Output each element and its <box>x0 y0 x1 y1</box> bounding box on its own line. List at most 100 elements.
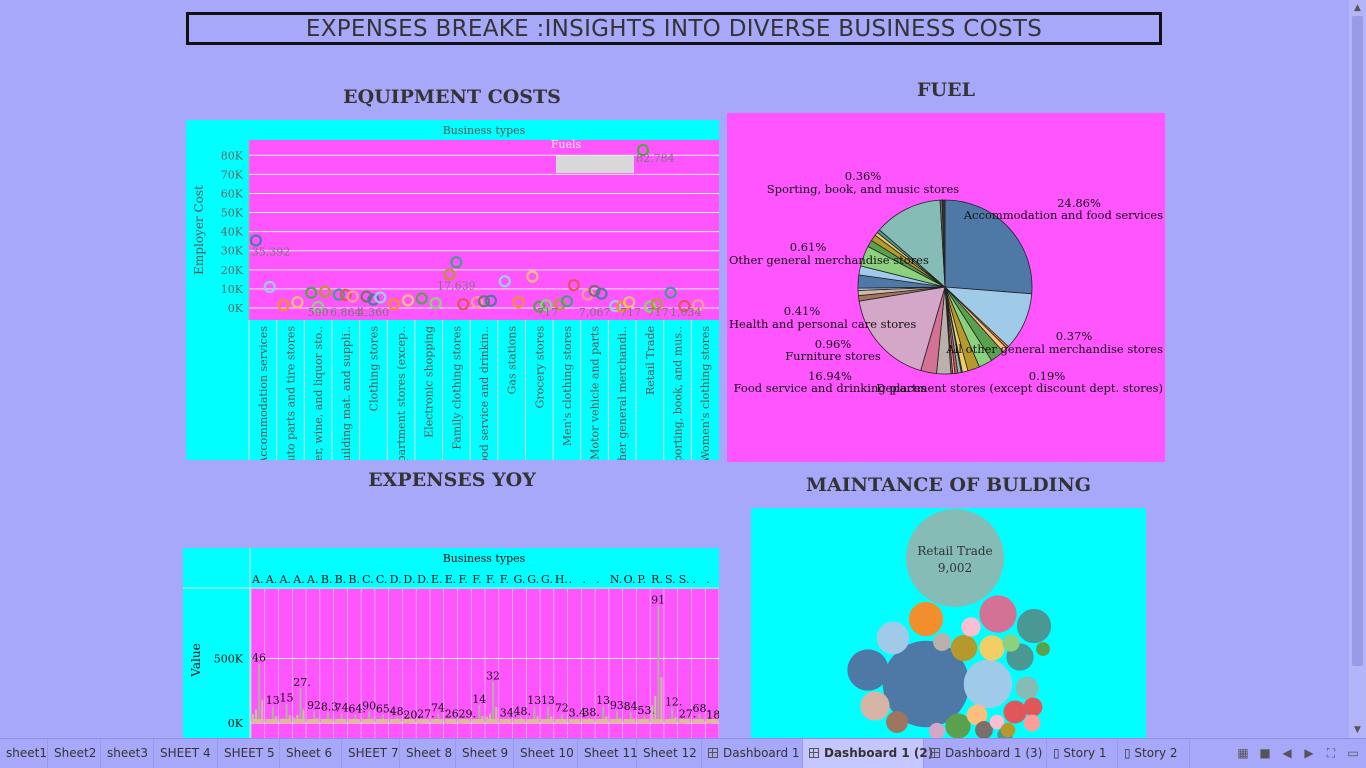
maintenance-bubble[interactable] <box>1016 608 1052 644</box>
equipment-data-point[interactable] <box>560 295 574 308</box>
maintenance-bubble[interactable] <box>886 711 908 733</box>
yoy-bar[interactable] <box>271 706 274 723</box>
maintenance-bubble[interactable] <box>950 634 978 662</box>
maintenance-bubble[interactable] <box>1015 676 1039 700</box>
equipment-data-point[interactable] <box>692 299 705 312</box>
yoy-bar[interactable] <box>657 605 660 723</box>
yoy-bar[interactable] <box>654 696 657 723</box>
yoy-bar[interactable] <box>698 714 701 723</box>
equipment-data-point[interactable] <box>553 298 567 311</box>
pie-slice[interactable] <box>878 199 946 288</box>
maintenance-bubble[interactable] <box>1036 642 1050 656</box>
sheet-tab[interactable]: Sheet2 <box>48 739 101 768</box>
yoy-bar[interactable] <box>495 706 498 723</box>
maintenance-bubble[interactable] <box>1003 700 1027 724</box>
maintenance-bubble[interactable] <box>966 704 988 726</box>
yoy-bar[interactable] <box>354 714 357 723</box>
pie-slice[interactable] <box>941 199 946 288</box>
equipment-data-point[interactable] <box>595 287 608 300</box>
sheet-tab[interactable]: Dashboard 1 (3) <box>924 739 1047 768</box>
equipment-costs-chart[interactable]: Business types Employer Cost Fuels 0K 10K… <box>186 120 719 460</box>
yoy-bar[interactable] <box>296 714 299 723</box>
yoy-bar[interactable] <box>255 709 258 723</box>
sheet-tab[interactable]: Sheet 9 <box>456 739 514 768</box>
equipment-data-point[interactable] <box>401 294 415 307</box>
yoy-bar[interactable] <box>261 699 264 723</box>
maintenance-bubble[interactable] <box>975 721 993 738</box>
yoy-bar[interactable] <box>252 714 254 723</box>
expenses-yoy-chart[interactable]: Business types Value A. A. A. A. A. B. B. B. C. C… <box>183 548 719 738</box>
yoy-bar[interactable] <box>616 711 618 723</box>
yoy-bar[interactable] <box>403 722 406 724</box>
pie-slice[interactable] <box>858 286 946 372</box>
scroll-up-icon[interactable]: ▲ <box>1354 3 1361 13</box>
equipment-data-point[interactable] <box>443 268 456 281</box>
maintenance-bubble[interactable] <box>961 617 981 637</box>
sheet-tab[interactable]: sheet1 <box>0 739 48 768</box>
equipment-data-point[interactable] <box>429 297 442 310</box>
equipment-data-point[interactable] <box>498 275 511 288</box>
equipment-data-point[interactable] <box>678 299 691 313</box>
equipment-data-point[interactable] <box>477 295 491 308</box>
yoy-bar[interactable] <box>547 706 550 723</box>
maintenance-bubble[interactable] <box>1023 697 1043 717</box>
maintenance-bubble[interactable] <box>933 633 951 651</box>
equipment-data-point[interactable] <box>609 299 622 313</box>
yoy-bar[interactable] <box>340 713 343 723</box>
yoy-bar[interactable] <box>629 712 632 723</box>
maintenance-bubble[interactable] <box>979 635 1005 661</box>
maintenance-bubble[interactable] <box>989 714 1005 730</box>
equipment-data-point[interactable] <box>650 298 663 311</box>
yoy-bar[interactable] <box>302 709 305 723</box>
equipment-data-point[interactable] <box>374 291 387 304</box>
equipment-data-point[interactable] <box>367 293 380 306</box>
filmstrip-icon[interactable]: ■ <box>1259 746 1271 760</box>
yoy-bar[interactable] <box>671 707 674 723</box>
sheet-tab[interactable]: Sheet 8 <box>400 739 456 768</box>
yoy-bar[interactable] <box>258 663 261 723</box>
equipment-data-point[interactable] <box>457 298 470 311</box>
maintenance-bubble[interactable] <box>1002 634 1020 652</box>
yoy-bar[interactable] <box>368 711 371 723</box>
yoy-bar[interactable] <box>299 688 302 723</box>
yoy-bar[interactable] <box>651 705 654 723</box>
equipment-data-point[interactable] <box>450 256 463 269</box>
yoy-bar[interactable] <box>706 722 709 724</box>
fuels-legend-box[interactable] <box>556 155 634 173</box>
equipment-data-point[interactable] <box>484 294 498 307</box>
equipment-data-point[interactable] <box>533 300 546 313</box>
equipment-data-point[interactable] <box>360 290 373 303</box>
equipment-data-point[interactable] <box>526 270 539 283</box>
maintenance-bubble[interactable] <box>1023 714 1041 732</box>
equipment-data-point[interactable] <box>346 290 359 303</box>
sheet-tab[interactable]: SHEET 5 <box>218 739 280 768</box>
equipment-data-point[interactable] <box>664 286 677 299</box>
fullscreen-icon[interactable]: ⛶ <box>1326 746 1336 760</box>
maintenance-bubble[interactable] <box>963 659 1013 709</box>
sheet-tab[interactable]: ▯ Story 1 <box>1047 739 1118 768</box>
sheet-tab[interactable]: Sheet 12 <box>637 739 702 768</box>
equipment-data-point[interactable] <box>540 299 553 312</box>
yoy-bar[interactable] <box>326 712 329 723</box>
equipment-data-point[interactable] <box>312 300 325 313</box>
sheet-tab[interactable]: Dashboard 1 <box>702 739 803 768</box>
maintenance-bubble[interactable] <box>882 640 970 728</box>
sheet-tab[interactable]: Sheet 11 <box>578 739 638 768</box>
sheet-tab[interactable]: Sheet 10 <box>514 739 578 768</box>
maintenance-bubble[interactable] <box>847 649 889 691</box>
sheet-tab[interactable]: Dashboard 1 (2) <box>803 739 933 768</box>
prev-arrow-icon[interactable]: ◀ <box>1282 746 1292 760</box>
yoy-bar[interactable] <box>660 677 663 723</box>
sheet-tab[interactable]: SHEET 7 <box>342 739 400 768</box>
yoy-bar[interactable] <box>489 713 492 723</box>
equipment-data-point[interactable] <box>643 300 656 313</box>
sheet-tab[interactable]: Sheet 6 <box>280 739 342 768</box>
equipment-data-point[interactable] <box>277 299 290 312</box>
yoy-bar[interactable] <box>382 714 384 723</box>
equipment-data-point[interactable] <box>567 278 580 292</box>
present-icon[interactable]: ▭ <box>1347 746 1359 760</box>
equipment-data-point[interactable] <box>318 285 332 298</box>
maintenance-bubble[interactable] <box>860 691 890 721</box>
equipment-data-point[interactable] <box>249 234 263 247</box>
maintenance-bubble-chart[interactable]: Retail Trade 9,002 <box>751 508 1146 738</box>
